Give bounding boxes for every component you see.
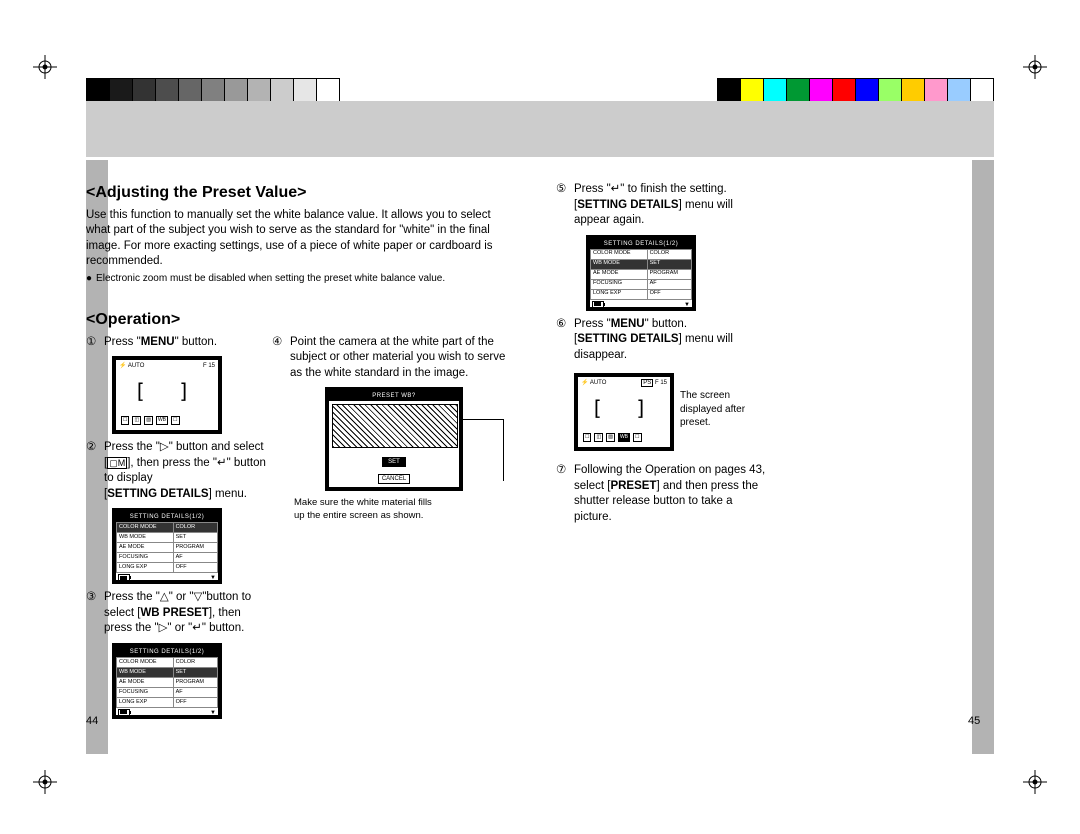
page-right: ⑤ Press "↵" to finish the setting. [SETT… bbox=[556, 156, 996, 814]
intro-text: Use this function to manually set the wh… bbox=[86, 208, 516, 270]
step-6: ⑥ Press "MENU" button. [SETTING DETAILS]… bbox=[556, 317, 766, 364]
step-4: ④ Point the camera at the white part of … bbox=[272, 335, 516, 382]
color-calibration-bar bbox=[86, 78, 994, 100]
lcd-screen-preset-wb: PRESET WB? SET CANCEL bbox=[325, 387, 463, 490]
page-number-right: 45 bbox=[968, 715, 980, 727]
step-3: ③ Press the "△" or "▽"button to select [… bbox=[86, 590, 266, 637]
registration-mark-icon bbox=[1023, 770, 1047, 794]
step-1: ① Press "MENU" button. bbox=[86, 335, 266, 351]
lcd-screen-final: ⚡ AUTOPS F 15 [ ] ☐◫▨WB☐ bbox=[574, 373, 674, 451]
lcd-screen-menu-1: SETTING DETAILS(1/2) COLOR MODECOLORWB M… bbox=[112, 508, 222, 584]
header-gray-band bbox=[86, 101, 994, 157]
registration-mark-icon bbox=[1023, 55, 1047, 79]
preset-caption: Make sure the white material fills up th… bbox=[294, 497, 444, 523]
note-text: ●Electronic zoom must be disabled when s… bbox=[86, 272, 516, 286]
lcd-screen-menu-3: SETTING DETAILS(1/2) COLOR MODECOLORWB M… bbox=[586, 235, 696, 311]
operation-heading: <Operation> bbox=[86, 309, 516, 331]
registration-mark-icon bbox=[33, 55, 57, 79]
step-5: ⑤ Press "↵" to finish the setting. [SETT… bbox=[556, 182, 766, 229]
page-number-left: 44 bbox=[86, 715, 98, 727]
lcd-screen-auto: ⚡ AUTOF 15 [ ] ☐◫▨WB☐ bbox=[112, 356, 222, 434]
lcd-screen-menu-2: SETTING DETAILS(1/2) COLOR MODECOLORWB M… bbox=[112, 643, 222, 719]
screen-side-note: The screen displayed after preset. bbox=[680, 389, 750, 430]
page-left: <Adjusting the Preset Value> Use this fu… bbox=[86, 156, 516, 814]
section-heading: <Adjusting the Preset Value> bbox=[86, 182, 516, 204]
step-7: ⑦ Following the Operation on pages 43, s… bbox=[556, 463, 766, 525]
registration-mark-icon bbox=[33, 770, 57, 794]
step-2: ② Press the "▷" button and select [▢M], … bbox=[86, 440, 266, 502]
